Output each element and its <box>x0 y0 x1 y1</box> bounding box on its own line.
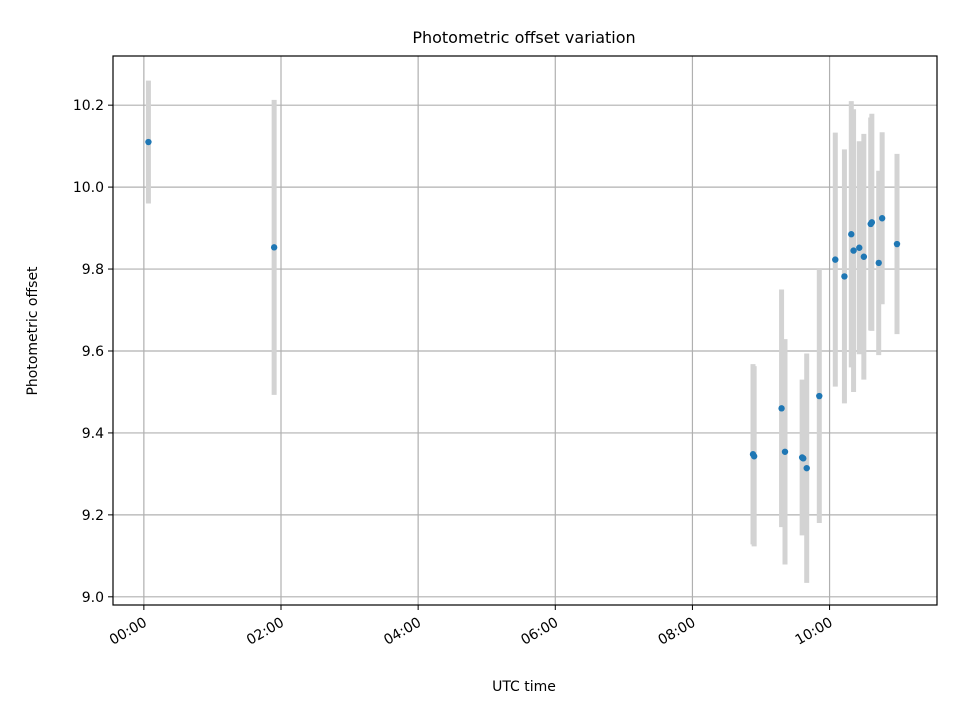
y-tick-label: 10.2 <box>73 98 104 114</box>
data-point <box>841 273 848 280</box>
y-tick-label: 10.0 <box>73 180 104 196</box>
data-point <box>875 259 882 267</box>
data-points <box>145 138 901 472</box>
y-tick-label: 9.4 <box>82 426 104 442</box>
y-tick-label: 9.8 <box>82 262 104 278</box>
data-point <box>832 256 839 263</box>
data-point <box>868 219 876 226</box>
data-point <box>850 247 857 254</box>
y-tick-label: 9.0 <box>82 590 104 606</box>
data-point <box>145 138 152 146</box>
data-point <box>781 448 789 455</box>
plot-frame <box>112 55 938 606</box>
data-point <box>803 464 810 472</box>
y-tick-label: 9.6 <box>82 344 104 360</box>
data-point <box>856 244 863 251</box>
data-point <box>878 215 886 222</box>
data-point <box>816 392 823 400</box>
data-point <box>893 240 901 248</box>
y-axis-ticks: 9.0 9.2 9.4 9.6 9.8 10.0 10.2 <box>73 98 113 606</box>
data-point <box>848 231 855 238</box>
y-tick-label: 9.2 <box>82 508 104 524</box>
data-point <box>750 453 758 460</box>
y-axis-label: Photometric offset <box>25 266 41 396</box>
data-point <box>800 455 807 462</box>
data-point <box>270 244 278 251</box>
grid-lines <box>113 56 937 605</box>
data-point <box>778 405 785 412</box>
chart-title: Photometric offset variation <box>412 28 635 47</box>
data-point <box>860 253 868 260</box>
x-axis-label: UTC time <box>492 679 556 695</box>
